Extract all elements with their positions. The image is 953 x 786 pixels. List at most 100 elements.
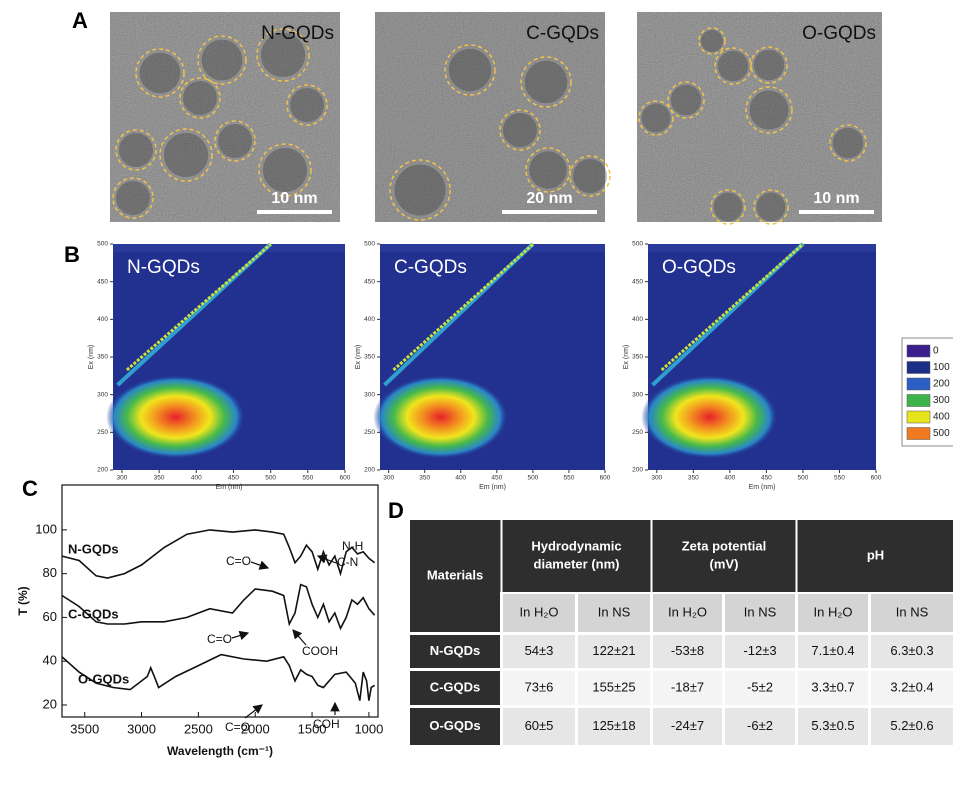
y-tick-label: 80	[43, 565, 57, 580]
x-tick-label: 600	[340, 475, 351, 482]
cell-text: 5.2±0.6	[890, 718, 933, 733]
x-tick-label: 600	[600, 475, 611, 482]
y-tick-label: 20	[43, 696, 57, 711]
particle-dark	[395, 165, 446, 216]
scale-bar-label: 20 nm	[526, 190, 572, 207]
x-axis-label: Wavelength (cm⁻¹)	[167, 744, 273, 758]
y-tick-label: 450	[97, 278, 108, 285]
series-label: O-GQDs	[78, 671, 129, 686]
particle-dark	[714, 193, 743, 222]
cell-text: -24±7	[671, 718, 704, 733]
x-tick-label: 550	[834, 475, 845, 482]
subheader-text: In H₂O	[520, 604, 559, 619]
legend-swatch	[907, 345, 930, 357]
row-header: N-GQDs	[430, 643, 481, 658]
x-tick-label: 3500	[70, 721, 99, 736]
y-tick-label: 200	[97, 467, 108, 474]
y-tick-label: 350	[632, 354, 643, 361]
scale-bar	[257, 210, 332, 214]
peak-annotation: C-N	[337, 555, 358, 569]
particle-dark	[757, 193, 786, 222]
particle-dark	[754, 50, 785, 81]
cell-text: -6±2	[747, 718, 773, 733]
x-tick-label: 350	[688, 475, 699, 482]
legend-label: 100	[933, 362, 950, 373]
annotation-arrow	[245, 705, 262, 718]
header-cell: Zeta potential	[682, 538, 767, 553]
cell-text: 7.1±0.4	[811, 643, 854, 658]
cell-text: 3.2±0.4	[890, 679, 933, 694]
scale-bar	[799, 210, 874, 214]
x-tick-label: 450	[228, 475, 239, 482]
particle-dark	[183, 81, 217, 115]
y-tick-label: 300	[97, 391, 108, 398]
x-tick-label: 450	[761, 475, 772, 482]
particle-dark	[263, 148, 307, 192]
x-tick-label: 400	[191, 475, 202, 482]
y-tick-label: 450	[632, 278, 643, 285]
x-axis-label: Em (nm)	[479, 484, 506, 491]
cell-text: 54±3	[525, 643, 554, 658]
particle-dark	[449, 49, 492, 92]
subheader-text: In NS	[896, 604, 929, 619]
cell-text: 5.3±0.5	[811, 718, 854, 733]
particle-dark	[671, 85, 702, 116]
x-tick-label: 400	[724, 475, 735, 482]
x-tick-label: 300	[116, 475, 127, 482]
x-tick-label: 600	[871, 475, 882, 482]
x-tick-label: 300	[383, 475, 394, 482]
cell-text: 125±18	[592, 718, 635, 733]
x-tick-label: 1000	[354, 721, 383, 736]
legend-swatch	[907, 378, 930, 390]
y-tick-label: 60	[43, 609, 57, 624]
annotation-arrow	[251, 562, 268, 568]
legend-label: 200	[933, 379, 950, 390]
y-tick-label: 300	[364, 391, 375, 398]
scale-bar	[502, 210, 597, 214]
peak-annotation: N-H	[342, 539, 363, 553]
emission-blob	[373, 375, 508, 459]
x-tick-label: 500	[265, 475, 276, 482]
annotation-arrow	[232, 633, 248, 638]
particle-dark	[140, 53, 181, 94]
tem-image: O-GQDs10 nm	[637, 12, 882, 224]
y-tick-label: 450	[364, 278, 375, 285]
annotation-arrow	[293, 630, 306, 645]
legend-swatch	[907, 411, 930, 423]
particle-dark	[218, 124, 252, 158]
plot-label: O-GQDs	[662, 257, 736, 278]
y-tick-label: 200	[632, 467, 643, 474]
x-tick-label: 350	[154, 475, 165, 482]
legend-label: 500	[933, 428, 950, 439]
particle-dark	[525, 61, 568, 104]
particle-dark	[642, 104, 671, 133]
scale-bar-label: 10 nm	[813, 190, 859, 207]
particle-dark	[119, 133, 153, 167]
tem-image: C-GQDs20 nm	[375, 12, 610, 222]
scale-bar-label: 10 nm	[271, 190, 317, 207]
y-axis-label: Ex (nm)	[623, 345, 630, 370]
cell-text: -5±2	[747, 679, 773, 694]
x-tick-label: 2500	[184, 721, 213, 736]
series-label: C-GQDs	[68, 606, 119, 621]
y-tick-label: 500	[632, 241, 643, 248]
y-tick-label: 400	[632, 316, 643, 323]
legend-label: 300	[933, 395, 950, 406]
plot-label: C-GQDs	[394, 257, 467, 278]
header-cell: pH	[867, 547, 884, 562]
row-header: O-GQDs	[429, 718, 480, 733]
particle-dark	[573, 159, 607, 193]
y-axis-label: Ex (nm)	[88, 345, 95, 370]
particle-dark	[529, 151, 566, 188]
peak-annotation: COH	[313, 717, 340, 731]
emission-blob	[106, 375, 245, 459]
top-band	[380, 244, 605, 252]
ftir-chart: 35003000250020001500100020406080100Wavel…	[16, 485, 383, 758]
peak-annotation: C=O	[207, 632, 232, 646]
y-tick-label: 300	[632, 391, 643, 398]
panel-label: B	[64, 242, 80, 267]
x-tick-label: 450	[491, 475, 502, 482]
y-axis-label: Ex (nm)	[355, 345, 362, 370]
legend-swatch	[907, 362, 930, 374]
